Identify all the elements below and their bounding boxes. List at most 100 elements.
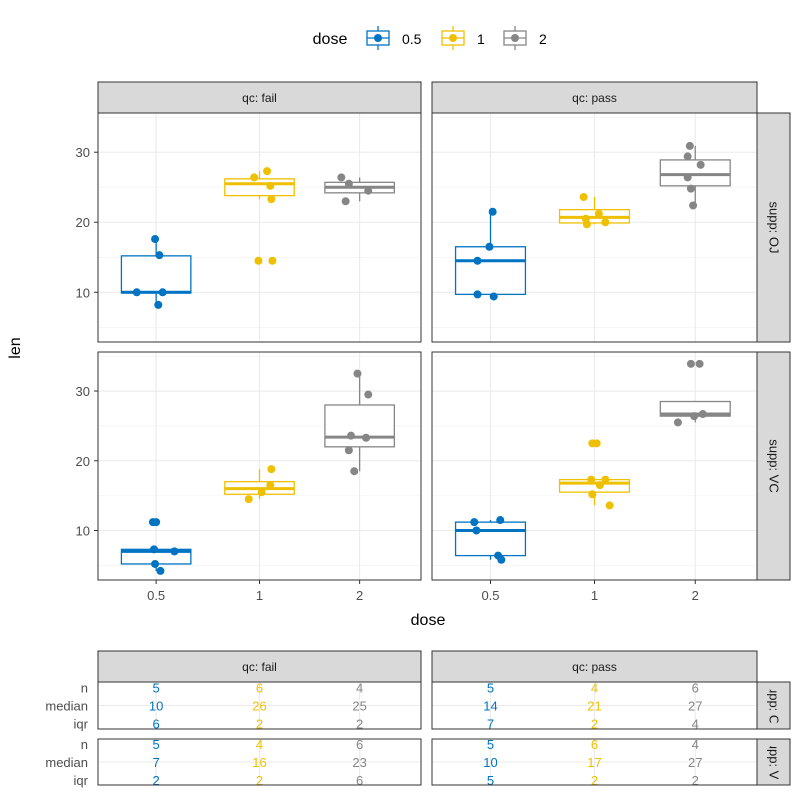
data-point xyxy=(267,465,276,474)
table-row-label: median xyxy=(45,755,88,770)
panel: 10 20 30 xyxy=(76,112,422,343)
table-strip-col xyxy=(431,650,758,683)
table-panel-border xyxy=(431,738,758,786)
legend-point xyxy=(511,34,519,42)
data-point xyxy=(266,181,275,190)
data-point xyxy=(473,290,482,299)
table-strip-col xyxy=(97,650,422,683)
data-point xyxy=(485,242,494,251)
boxplot-2 xyxy=(659,141,731,210)
boxplot-1 xyxy=(558,439,631,510)
data-point xyxy=(156,566,165,575)
box xyxy=(224,178,295,197)
panel: 0.5 1 2 xyxy=(431,351,758,603)
data-point xyxy=(601,475,610,484)
y-tick-label: 20 xyxy=(76,454,90,469)
data-point xyxy=(350,467,359,476)
data-point xyxy=(601,218,610,227)
boxplot-2 xyxy=(659,359,731,427)
table-strip-label: supp: VC xyxy=(767,735,782,788)
table-cell-iqr: 2 xyxy=(153,773,160,788)
facet-strip-label: qc: pass xyxy=(572,91,617,105)
x-tick-label: 1 xyxy=(591,588,598,603)
facet-strip-row xyxy=(756,112,791,343)
data-point xyxy=(344,446,353,455)
boxplot-2 xyxy=(324,173,396,206)
x-tick-label: 1 xyxy=(256,588,263,603)
data-point xyxy=(364,186,373,195)
data-point xyxy=(472,526,481,535)
boxplot-0.5 xyxy=(454,207,527,301)
table-panel-content: 5 7 2 4 16 2 6 23 6 xyxy=(98,737,421,788)
data-point xyxy=(266,481,275,490)
facet-strip-col xyxy=(97,81,422,114)
x-tick-label: 0.5 xyxy=(481,588,499,603)
table-cell-iqr: 2 xyxy=(591,717,598,732)
data-point xyxy=(470,518,479,527)
data-point xyxy=(257,488,266,497)
table-cell-median: 16 xyxy=(252,755,266,770)
data-point xyxy=(587,475,596,484)
legend-key-0.5: 0.5 xyxy=(366,26,422,50)
legend-key-2: 2 xyxy=(503,26,547,50)
table-cell-n: 6 xyxy=(591,737,598,752)
data-point xyxy=(151,235,160,244)
data-point xyxy=(154,300,163,309)
data-point xyxy=(683,173,692,182)
table-cell-iqr: 2 xyxy=(356,717,363,732)
x-tick-label: 2 xyxy=(356,588,363,603)
table-cell-n: 5 xyxy=(153,681,160,696)
table-cell-median: 27 xyxy=(688,699,702,714)
table-cell-median: 10 xyxy=(483,755,497,770)
data-point xyxy=(683,152,692,161)
data-point xyxy=(686,359,695,368)
y-axis-label: len xyxy=(7,337,24,358)
box xyxy=(454,246,527,296)
table-cell-n: 6 xyxy=(692,681,699,696)
facet-strip-label: supp: OJ xyxy=(767,201,782,253)
table-cell-iqr: 5 xyxy=(487,773,494,788)
data-point xyxy=(268,256,277,265)
data-point xyxy=(155,251,164,260)
table-panel-content: 5 14 7 4 21 2 6 27 4 xyxy=(432,681,757,732)
panel-border xyxy=(97,112,422,343)
table-cell-n: 5 xyxy=(153,737,160,752)
table-cell-iqr: 2 xyxy=(256,717,263,732)
table-strip-row xyxy=(756,738,791,786)
boxplot-0.5 xyxy=(120,518,192,575)
table-cell-n: 5 xyxy=(487,737,494,752)
data-point xyxy=(582,220,591,229)
facet-strip-row xyxy=(756,351,791,581)
data-point xyxy=(496,516,505,525)
legend: dose 0.5 1 2 xyxy=(313,26,547,50)
y-tick-label: 30 xyxy=(76,384,90,399)
table-row-label: iqr xyxy=(74,773,89,788)
facet-strip-label: supp: VC xyxy=(767,439,782,492)
x-tick-label: 0.5 xyxy=(147,588,165,603)
table-cell-iqr: 6 xyxy=(356,773,363,788)
table-cell-iqr: 2 xyxy=(256,773,263,788)
y-tick-label: 20 xyxy=(76,215,90,230)
data-point xyxy=(592,439,601,448)
data-point xyxy=(686,184,695,193)
table-panel-border xyxy=(97,681,422,730)
table-cell-median: 10 xyxy=(149,699,163,714)
data-point xyxy=(158,288,167,297)
table-cell-median: 26 xyxy=(252,699,266,714)
data-point xyxy=(267,195,276,204)
facet-strip-label: qc: fail xyxy=(242,91,277,105)
box xyxy=(659,159,731,187)
data-point xyxy=(263,167,272,176)
legend-key-1: 1 xyxy=(441,26,485,50)
table-strip-label: qc: fail xyxy=(242,660,277,674)
table-cell-median: 27 xyxy=(688,755,702,770)
panel-border xyxy=(431,112,758,343)
data-point xyxy=(695,359,704,368)
legend-title: dose xyxy=(313,31,348,48)
data-point xyxy=(673,418,682,427)
table-cell-n: 4 xyxy=(256,737,263,752)
box xyxy=(454,521,527,557)
data-point xyxy=(489,292,498,301)
table-cell-median: 7 xyxy=(153,755,160,770)
